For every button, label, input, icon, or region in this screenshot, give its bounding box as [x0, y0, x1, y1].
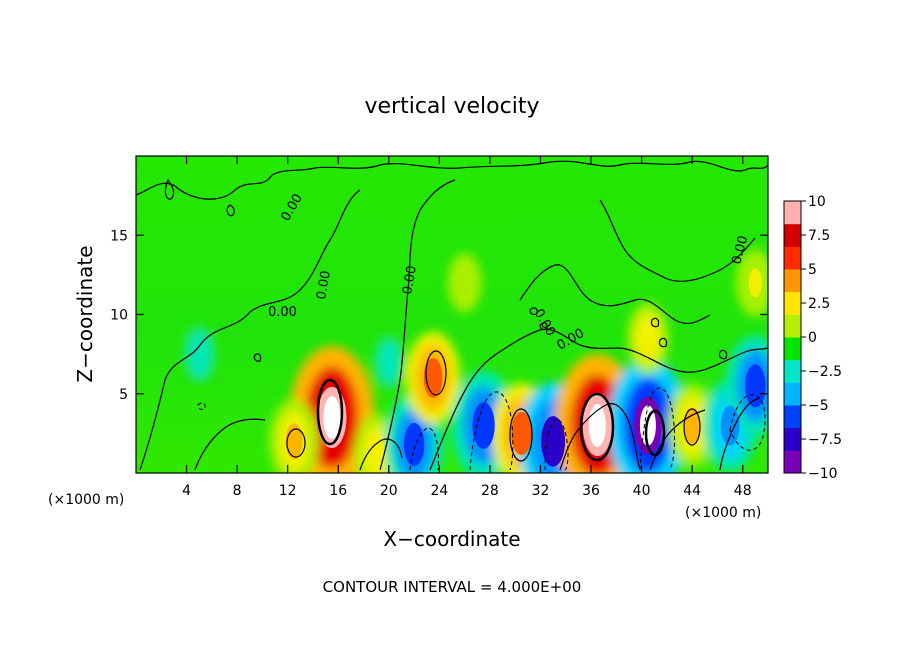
x-axis-unit-left: (×1000 m): [48, 492, 124, 508]
colorbar-segment: [784, 405, 801, 429]
contour-interval-note: CONTOUR INTERVAL = 4.000E+00: [323, 578, 582, 596]
x-tick-label: 28: [481, 483, 499, 499]
field-peak: [323, 396, 341, 439]
colorbar-tick-label: −5: [808, 398, 829, 414]
x-tick-label: 36: [582, 483, 600, 499]
contour-label: 0.00: [729, 234, 751, 266]
x-tick-label: 32: [532, 483, 550, 499]
contour-dashed: [197, 387, 766, 471]
y-axis-ticks: 5 10 15: [110, 228, 768, 403]
field-core: [745, 364, 766, 408]
colorbar-tick-label: 5: [808, 262, 817, 278]
x-axis-ticks: 4 8 12 16 20 24 28 32 36 40 44 48: [182, 156, 752, 499]
colorbar-segment: [784, 201, 801, 225]
colorbar-segment: [784, 450, 801, 474]
colorbar-tick-label: 10: [808, 194, 826, 210]
field-peak: [588, 404, 606, 447]
field-core: [640, 322, 656, 354]
x-tick-label: 24: [430, 483, 448, 499]
x-axis-label: X−coordinate: [383, 527, 520, 551]
contour-label: 0.00: [314, 270, 334, 301]
field-core: [458, 270, 471, 296]
x-tick-label: 48: [734, 483, 752, 499]
field-core: [192, 339, 206, 369]
colorbar: 10 7.5 5 2.5 0 −2.5 −5 −7.5 −10: [783, 194, 842, 482]
colorbar-tick-label: −2.5: [808, 364, 842, 380]
contour-label: 0.00: [400, 265, 420, 296]
x-tick-label: 40: [633, 483, 651, 499]
field-core: [382, 348, 396, 376]
field-core: [748, 268, 763, 298]
colorbar-tick-label: −10: [808, 466, 838, 482]
y-tick-label: 10: [110, 308, 128, 324]
colorbar-segment: [784, 246, 801, 270]
colorbar-tick-label: 2.5: [808, 296, 830, 312]
field-core: [368, 436, 384, 469]
contour-lines: [136, 160, 768, 471]
colorbar-segment: [784, 359, 801, 383]
core-layer: [192, 268, 766, 469]
colorbar-segment: [784, 337, 801, 361]
field-core: [511, 411, 532, 455]
field-core: [541, 416, 566, 467]
colorbar-tick-label: 7.5: [808, 228, 830, 244]
field-core: [720, 405, 740, 446]
field-core: [472, 402, 495, 449]
y-tick-label: 5: [119, 387, 128, 403]
field-core: [683, 407, 701, 444]
colorbar-segment: [784, 269, 801, 293]
colorbar-segment: [784, 427, 801, 451]
x-tick-label: 16: [329, 483, 347, 499]
x-axis-unit-right: (×1000 m): [685, 505, 761, 521]
field-core: [403, 422, 425, 467]
chart-title: vertical velocity: [364, 94, 539, 119]
plot-area: 0.00 0.00 0.00 0.00 0.00 0.00 0.00: [136, 156, 768, 473]
field-peak: [639, 405, 656, 446]
colorbar-segment: [784, 223, 801, 247]
contour-label: 0.00: [268, 305, 297, 320]
x-tick-label: 4: [182, 483, 191, 499]
x-tick-label: 20: [380, 483, 398, 499]
field-layer: [179, 249, 768, 473]
colorbar-tick-label: 0: [808, 330, 817, 346]
colorbar-segment: [784, 314, 801, 338]
x-tick-label: 8: [233, 483, 242, 499]
colorbar-segment: [784, 382, 801, 406]
y-axis-label: Z−coordinate: [73, 245, 97, 382]
x-tick-label: 12: [279, 483, 297, 499]
colorbar-tick-label: −7.5: [808, 432, 842, 448]
x-tick-label: 44: [683, 483, 701, 499]
contour-peaks: [286, 350, 701, 462]
y-tick-label: 15: [110, 228, 128, 244]
colorbar-segment: [784, 291, 801, 315]
